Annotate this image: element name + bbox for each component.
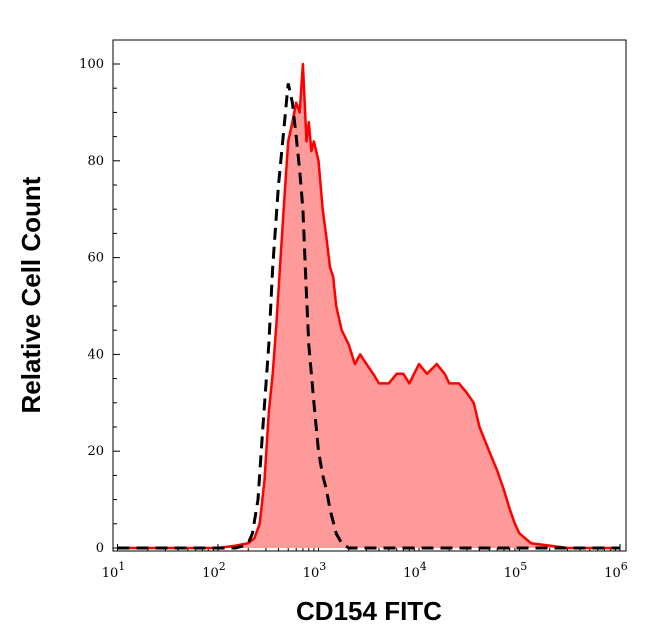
x-tick-base: 10 (504, 566, 521, 581)
x-tick-label: 105 (504, 560, 528, 581)
x-tick-base: 10 (604, 566, 621, 581)
x-tick-exponent: 6 (621, 560, 628, 573)
x-tick-exponent: 5 (520, 560, 527, 573)
x-tick-base: 10 (202, 566, 219, 581)
series-0-line (117, 62, 620, 550)
x-tick-label: 106 (604, 560, 628, 581)
x-tick-labels: 101 102 103 104 105 106 (102, 560, 628, 581)
y-tick-label: 100 (79, 57, 104, 72)
x-tick-exponent: 4 (420, 560, 427, 573)
y-axis-title: Relative Cell Count (16, 176, 46, 413)
x-tick-label: 102 (202, 560, 226, 581)
y-tick-label: 40 (87, 347, 104, 362)
x-tick-base: 10 (303, 566, 320, 581)
x-tick-base: 10 (403, 566, 420, 581)
y-tick-label: 60 (87, 251, 104, 266)
x-tick-exponent: 1 (118, 560, 125, 573)
y-tick-labels: 0 20 40 60 80 100 (79, 57, 104, 556)
x-tick-label: 104 (403, 560, 427, 581)
series-layer (117, 62, 620, 550)
series-0-fill (117, 64, 620, 548)
y-tick-label: 20 (87, 444, 104, 459)
x-tick-label: 103 (303, 560, 327, 581)
x-tick-label: 101 (102, 560, 126, 581)
y-tick-label: 80 (87, 154, 104, 169)
plot-frame (112, 39, 627, 552)
series-1-line (117, 83, 620, 550)
y-tick-label: 0 (96, 541, 104, 556)
x-axis-title: CD154 FITC (296, 596, 442, 626)
x-tick-exponent: 3 (319, 560, 326, 573)
x-tick-base: 10 (102, 566, 119, 581)
x-tick-exponent: 2 (219, 560, 226, 573)
